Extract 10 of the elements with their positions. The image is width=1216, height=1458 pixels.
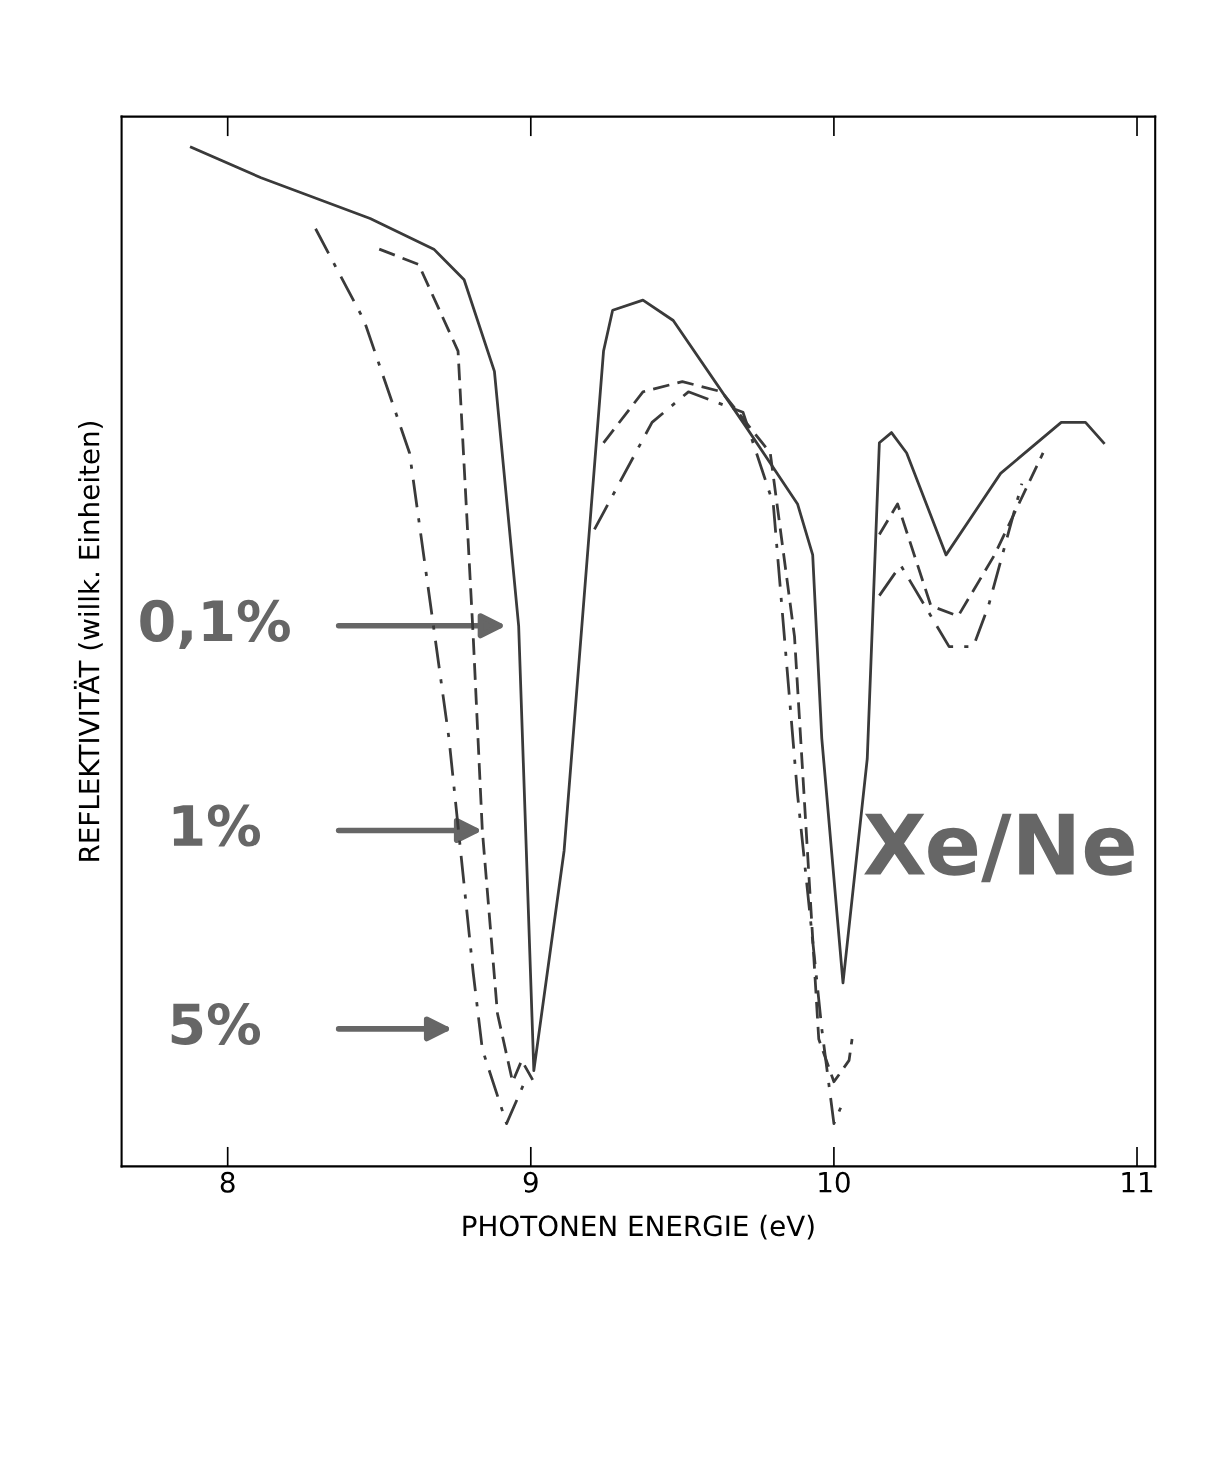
x-tick-label: 9: [523, 1171, 538, 1193]
annotation: 1%: [173, 804, 261, 847]
x-tick-label: 11: [1122, 1172, 1153, 1193]
annotation: 5%: [171, 1002, 261, 1045]
annotation: Xe/Ne: [864, 813, 1134, 883]
annotation: 0,1%: [140, 599, 290, 649]
x-tick-label: 8: [220, 1171, 235, 1193]
x-tick-label: 10: [819, 1171, 850, 1193]
y-axis-title: REFLEKTIVITÄT (willk. Einheiten): [73, 421, 103, 861]
x-axis-title: PHOTONEN ENERGIE (eV): [463, 1214, 814, 1240]
